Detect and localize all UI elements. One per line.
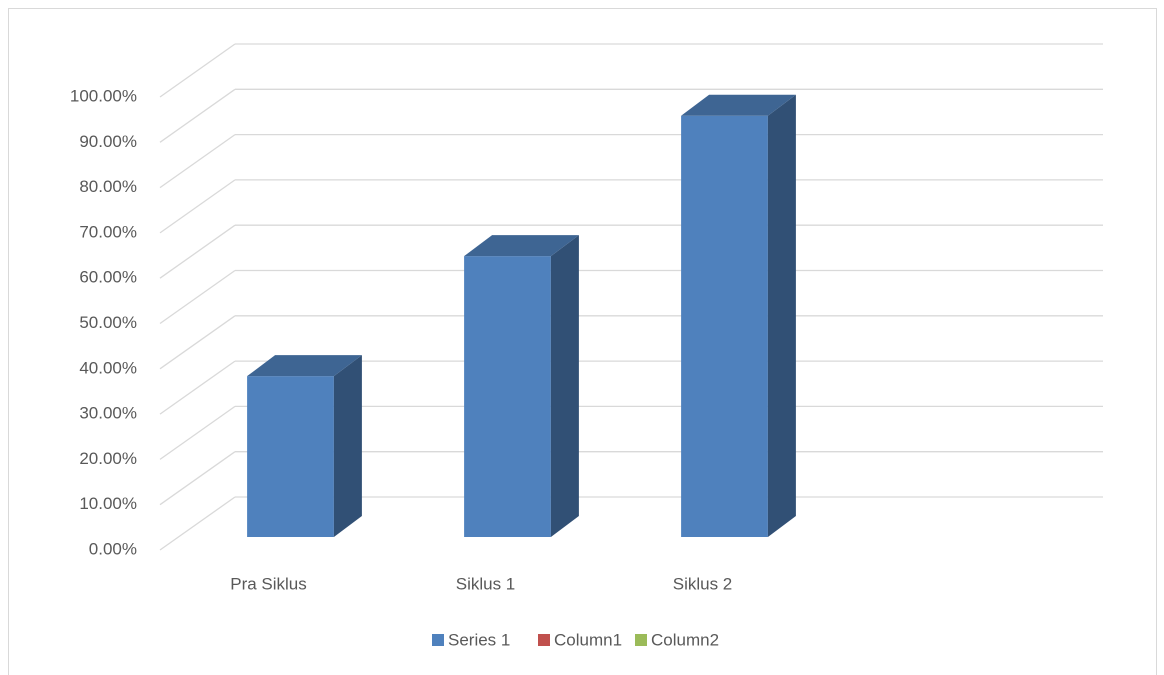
legend-swatch [432, 634, 444, 646]
x-tick-label: Siklus 1 [456, 574, 516, 593]
y-tick-label: 90.00% [79, 132, 137, 151]
x-tick-label: Pra Siklus [230, 574, 307, 593]
legend-swatch [538, 634, 550, 646]
grid-line-side [159, 315, 236, 370]
y-tick-label: 40.00% [79, 358, 137, 377]
grid-line-side [159, 224, 236, 279]
grid-line-side [159, 43, 236, 98]
legend-label: Column1 [554, 630, 622, 649]
y-tick-label: 80.00% [79, 177, 137, 196]
grid-line-side [159, 451, 236, 506]
bar-front [681, 115, 768, 538]
y-tick-label: 70.00% [79, 222, 137, 241]
y-tick-label: 20.00% [79, 449, 137, 468]
bar [247, 355, 362, 537]
y-tick-label: 0.00% [89, 539, 137, 558]
y-tick-label: 100.00% [70, 86, 137, 105]
grid-line-side [159, 496, 236, 551]
grid-line-side [159, 360, 236, 415]
grid-line-side [159, 88, 236, 143]
y-tick-label: 50.00% [79, 313, 137, 332]
grid-line-side [159, 405, 236, 460]
bar [681, 94, 796, 538]
y-tick-label: 60.00% [79, 268, 137, 287]
bar [464, 235, 579, 537]
grid-line-side [159, 134, 236, 189]
chart-frame [8, 8, 1157, 675]
legend-label: Series 1 [448, 630, 510, 649]
x-tick-label: Siklus 2 [673, 574, 733, 593]
bar-side [333, 355, 362, 537]
bar-side [550, 235, 579, 537]
bar-top [681, 94, 796, 116]
bar-top [464, 235, 579, 257]
bar-side [767, 94, 796, 538]
bar-front [464, 256, 551, 537]
legend-swatch [635, 634, 647, 646]
legend-label: Column2 [651, 630, 719, 649]
bar-front [247, 376, 334, 537]
bar-top [247, 355, 362, 377]
y-tick-label: 10.00% [79, 494, 137, 513]
grid-line-side [159, 269, 236, 325]
y-tick-label: 30.00% [79, 404, 137, 423]
grid-line-side [159, 179, 236, 234]
